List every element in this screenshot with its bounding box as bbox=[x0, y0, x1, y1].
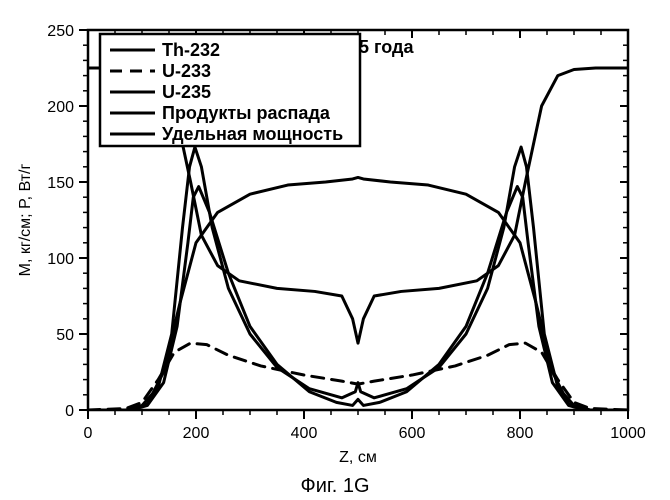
x-tick-label: 1000 bbox=[610, 425, 646, 442]
x-tick-label: 0 bbox=[84, 425, 93, 442]
legend-label: U-235 bbox=[162, 82, 211, 102]
legend: Th-232U-233U-235Продукты распадаУдельная… bbox=[100, 34, 360, 146]
y-tick-label: 50 bbox=[56, 327, 74, 344]
legend-label: Продукты распада bbox=[162, 103, 331, 123]
chart-container: { "figure": { "caption": "Фиг. 1G", "cap… bbox=[0, 0, 670, 500]
x-tick-label: 200 bbox=[183, 425, 210, 442]
y-tick-label: 0 bbox=[65, 403, 74, 420]
legend-label: Th-232 bbox=[162, 40, 220, 60]
y-tick-label: 250 bbox=[47, 23, 74, 40]
x-tick-label: 800 bbox=[507, 425, 534, 442]
x-tick-label: 600 bbox=[399, 425, 426, 442]
line-chart: 0 200 400 600 800 1000 0 50 100 150 200 250 Z, см М, … bbox=[0, 0, 670, 500]
figure-caption: Фиг. 1G bbox=[300, 475, 369, 497]
legend-label: Удельная мощность bbox=[162, 124, 343, 144]
y-tick-label: 100 bbox=[47, 251, 74, 268]
x-axis-label: Z, см bbox=[339, 449, 377, 466]
y-tick-label: 150 bbox=[47, 175, 74, 192]
y-axis-label: М, кг/см; P, Вт/г bbox=[17, 164, 34, 277]
x-tick-label: 400 bbox=[291, 425, 318, 442]
legend-label: U-233 bbox=[162, 61, 211, 81]
y-tick-label: 200 bbox=[47, 99, 74, 116]
